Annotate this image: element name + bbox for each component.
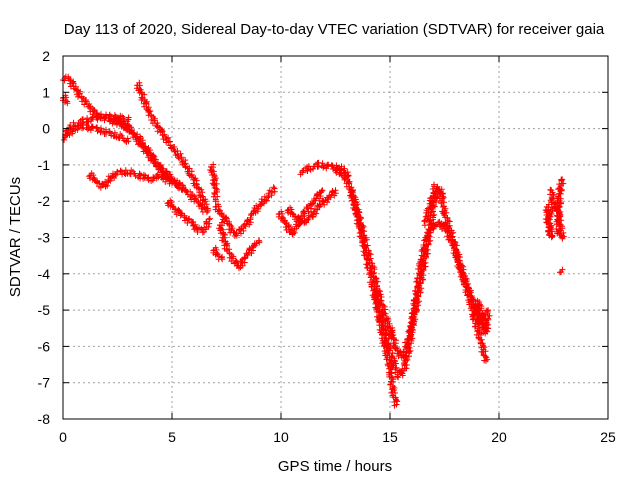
data-layer — [60, 73, 567, 409]
y-tick-label: -2 — [38, 193, 51, 209]
y-tick-label: -7 — [38, 375, 51, 391]
y-tick-label: 2 — [42, 48, 50, 64]
x-tick-label: 20 — [491, 429, 507, 445]
chart-title: Day 113 of 2020, Sidereal Day-to-day VTE… — [64, 21, 605, 38]
y-tick-label: -1 — [38, 157, 51, 173]
y-tick-label: -3 — [38, 230, 51, 246]
x-tick-label: 5 — [168, 429, 176, 445]
x-tick-label: 0 — [59, 429, 67, 445]
y-tick-label: 0 — [42, 121, 50, 137]
y-tick-label: -8 — [38, 411, 51, 427]
y-tick-label: 1 — [42, 84, 50, 100]
x-tick-label: 15 — [382, 429, 398, 445]
y-axis-title: SDTVAR / TECUs — [7, 177, 24, 297]
y-tick-label: -6 — [38, 338, 51, 354]
x-tick-label: 25 — [600, 429, 616, 445]
tick-layer: 0 5 10 15 20 25 -8 -7 -6 -5 -4 -3 -2 -1 0 1 2 — [38, 48, 616, 445]
data-point-markers — [60, 73, 567, 409]
x-tick-label: 10 — [273, 429, 289, 445]
series-sdtvar — [60, 73, 567, 409]
grid-layer — [63, 56, 608, 419]
x-axis-title: GPS time / hours — [278, 458, 392, 475]
y-tick-label: -4 — [38, 266, 51, 282]
y-tick-label: -5 — [38, 302, 51, 318]
